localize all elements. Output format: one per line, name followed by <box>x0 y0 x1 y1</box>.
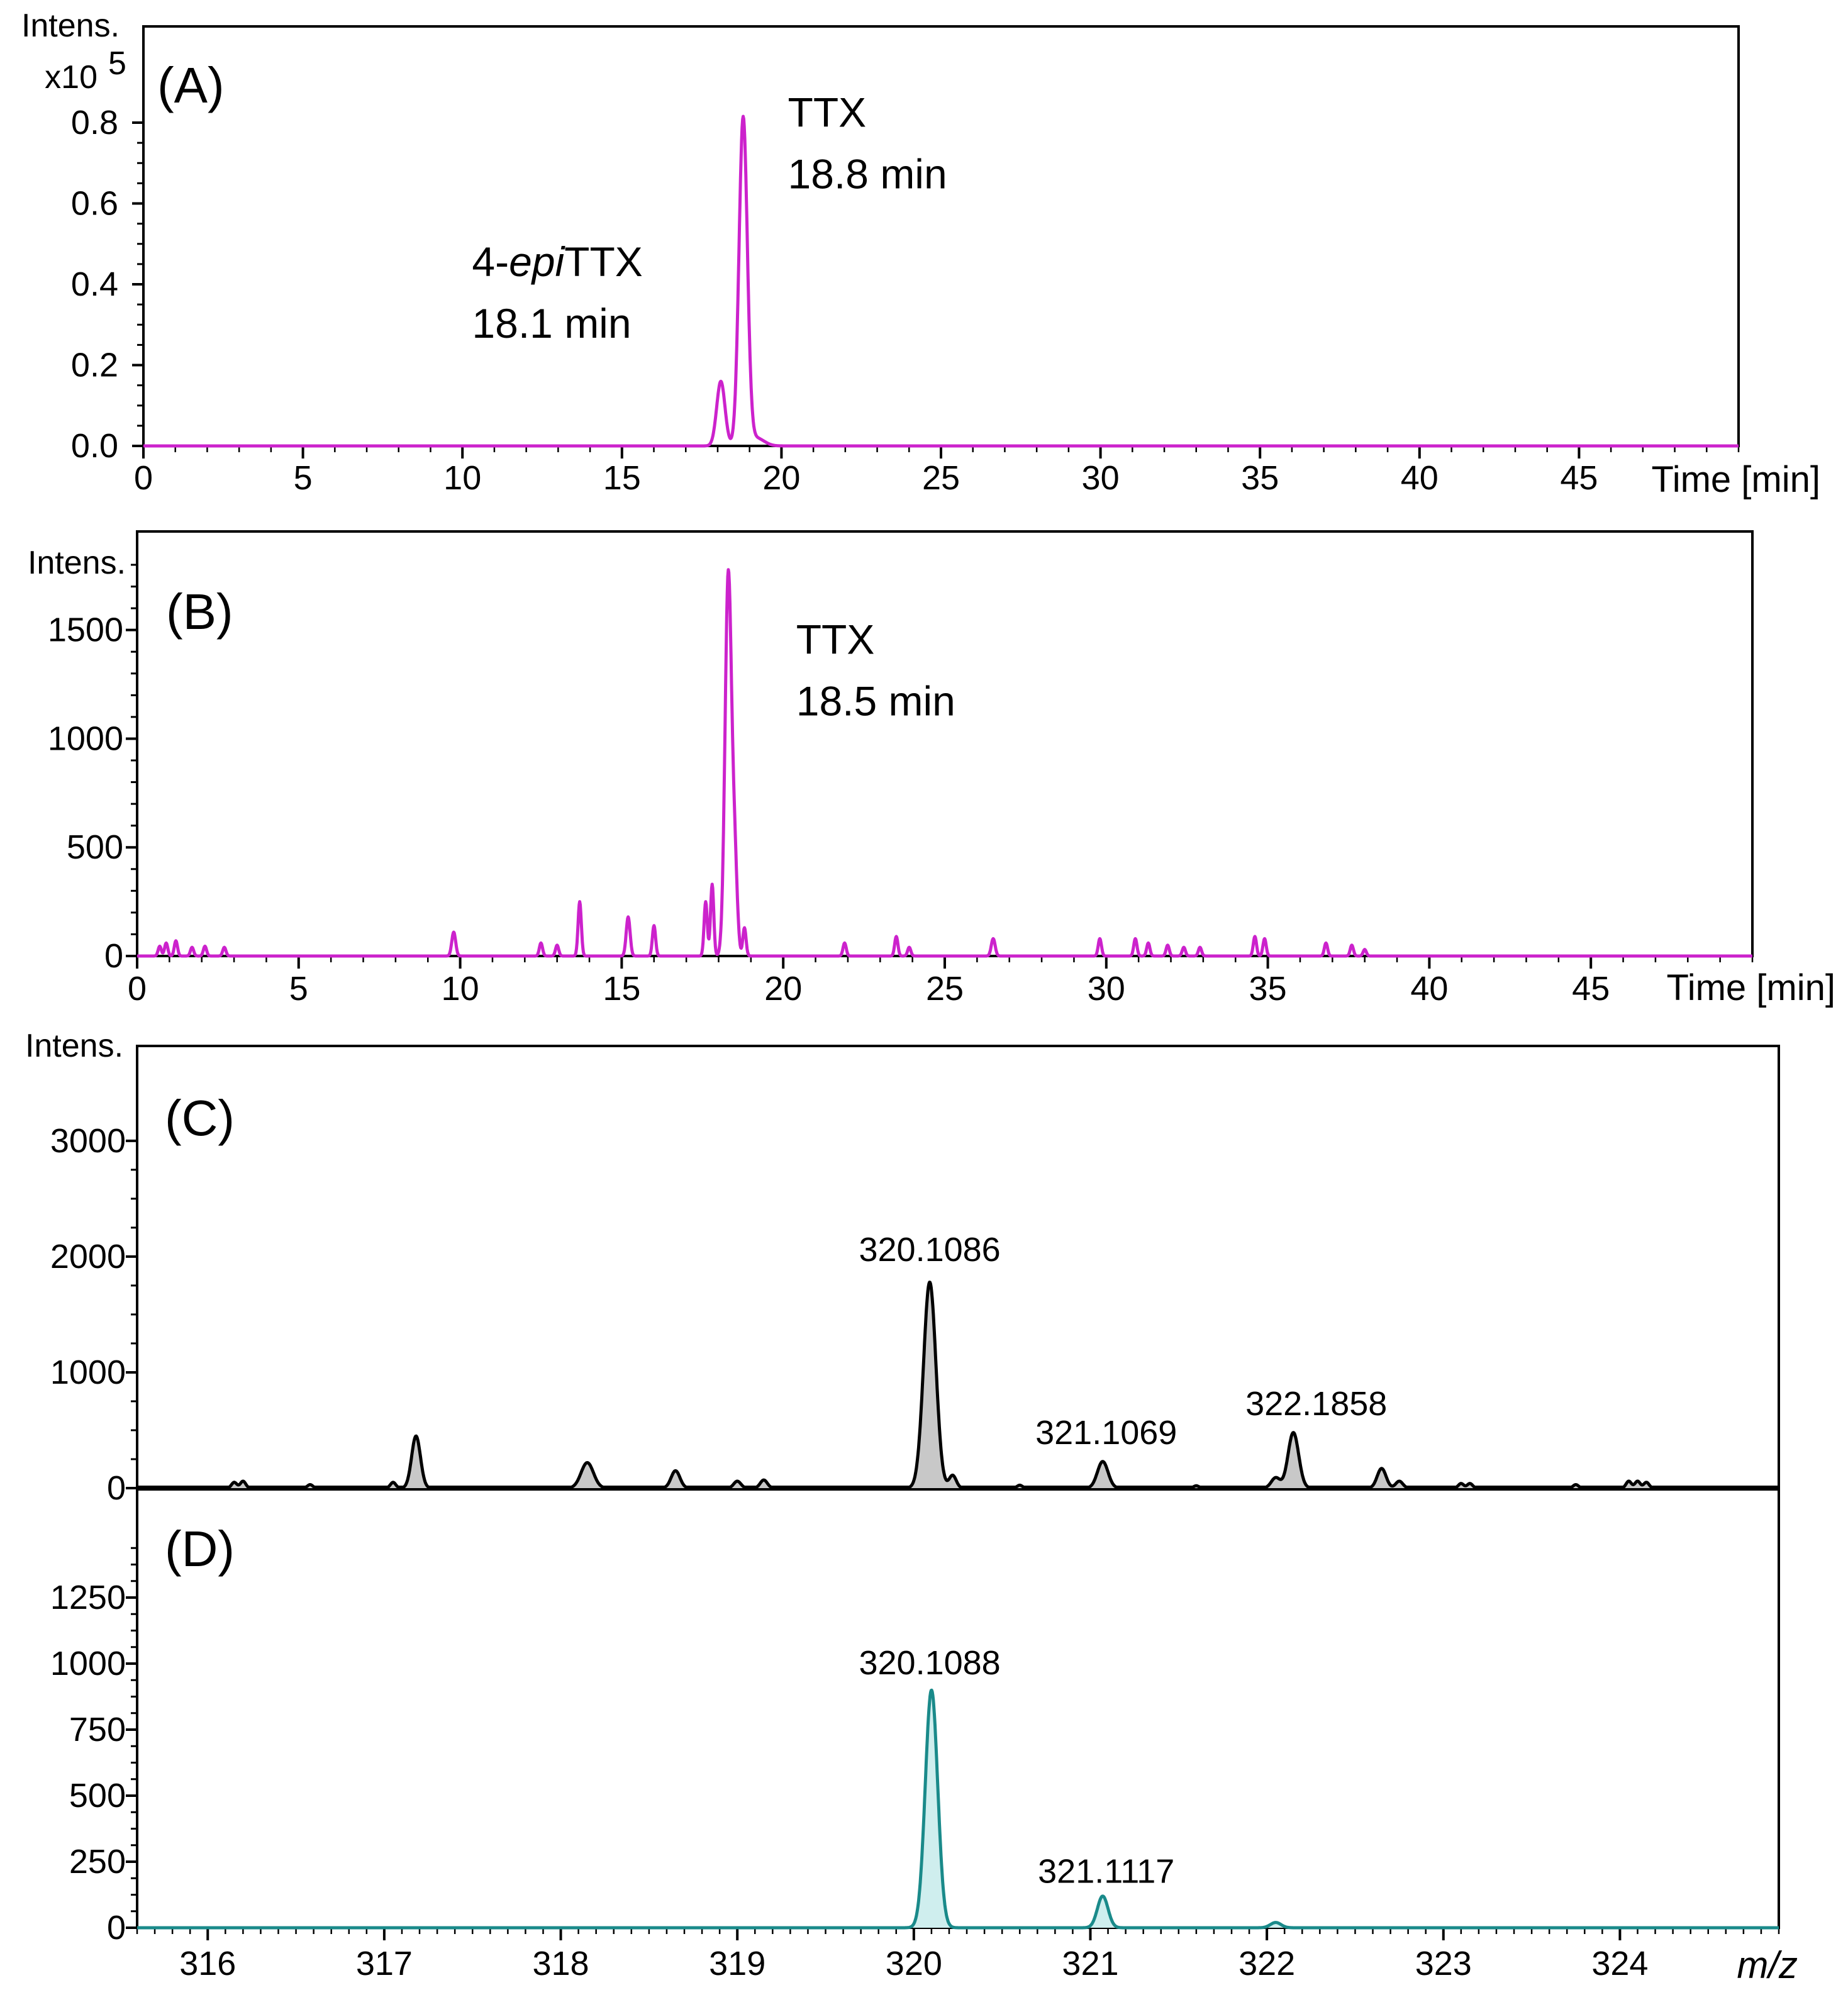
trace-line <box>136 568 1754 958</box>
panel-c-label: (C) <box>165 1090 235 1146</box>
y-tick-label: 0.8 <box>71 104 118 142</box>
y-tick-label: 500 <box>67 828 123 866</box>
panel-a-yscale: x10 <box>45 59 97 96</box>
annotation-label: 18.1 min <box>472 300 631 347</box>
trace-fill <box>137 1282 1779 1488</box>
x-tick-label: 30 <box>1082 459 1120 497</box>
x-tick-label: 40 <box>1410 970 1448 1008</box>
y-tick-label: 1500 <box>48 611 123 649</box>
y-tick-label: 1000 <box>50 1354 126 1391</box>
y-tick-label: 250 <box>69 1843 126 1881</box>
x-tick-label: 35 <box>1241 459 1279 497</box>
annotation-label: 320.1086 <box>859 1231 1000 1269</box>
panel-a-yscale-exponent: 5 <box>108 45 126 82</box>
y-tick-label: 750 <box>69 1711 126 1748</box>
panel-a-frame <box>142 25 1740 447</box>
panel-b-annotations: TTX 18.5 min <box>796 616 955 725</box>
annotation-label: 322.1858 <box>1245 1385 1387 1423</box>
x-tick-label: 10 <box>442 970 479 1008</box>
x-tick-label: 45 <box>1572 970 1610 1008</box>
x-tick-label: 15 <box>603 459 641 497</box>
panel-b-xlabel: Time [min] <box>1666 967 1835 1008</box>
panel-b-ylabel: Intens. <box>28 545 126 581</box>
y-tick-label: 2000 <box>50 1238 126 1276</box>
x-tick-label: 320 <box>886 1945 942 1982</box>
y-tick-label: 1000 <box>50 1645 126 1682</box>
panel-a: (A) Intens. x10 5 Time [min] 0.00.20.40.… <box>21 8 1820 500</box>
annotation-label: 321.1069 <box>1035 1414 1177 1452</box>
annotation-label: TTX <box>788 89 867 135</box>
x-tick-label: 20 <box>762 459 800 497</box>
panel-c-ylabel: Intens. <box>25 1028 123 1064</box>
x-tick-label: 10 <box>443 459 481 497</box>
annotation-label: 18.5 min <box>796 678 955 725</box>
y-tick-label: 0.4 <box>71 265 118 303</box>
trace-fill <box>137 1690 1779 1928</box>
y-tick-label: 3000 <box>50 1122 126 1160</box>
annotation-label: 320.1088 <box>859 1644 1000 1682</box>
y-tick-label: 0 <box>107 1469 126 1507</box>
x-tick-label: 25 <box>922 459 960 497</box>
x-tick-label: 316 <box>179 1945 236 1982</box>
panel-b-trace <box>136 568 1754 958</box>
x-tick-label: 40 <box>1401 459 1439 497</box>
y-tick-label: 500 <box>69 1777 126 1815</box>
x-tick-label: 317 <box>356 1945 413 1982</box>
x-tick-label: 45 <box>1560 459 1598 497</box>
trace-line <box>136 1281 1780 1490</box>
panel-b-label: (B) <box>166 584 233 640</box>
x-tick-label: 5 <box>289 970 308 1008</box>
x-tick-label: 319 <box>709 1945 765 1982</box>
panel-d-ticks: 0 250 500 750 1000 1250 316 317 318 319 320 321 322 3… <box>50 1547 1780 1982</box>
panel-b: (B) Intens. Time [min] 0 500 1000 1500 0 5 10 1… <box>28 530 1835 1008</box>
panel-a-label: (A) <box>157 57 225 113</box>
panel-c-annotations: 320.1086 321.1069 322.1858 <box>859 1231 1387 1452</box>
annotation-label: TTX <box>796 616 875 663</box>
panel-d-xlabel: m/z <box>1737 1944 1798 1986</box>
panel-a-annotations: 4-epiTTX 18.1 min TTX 18.8 min <box>472 89 947 347</box>
annotation-label: 321.1117 <box>1038 1853 1174 1891</box>
trace-line <box>142 114 1740 448</box>
annotation-label: 4-epiTTX <box>472 238 642 285</box>
x-tick-label: 15 <box>603 970 640 1008</box>
panel-a-trace <box>142 114 1740 448</box>
trace-line <box>136 1688 1780 1930</box>
panel-a-ticks: 0.0 0.2 0.4 0.6 0.8 0 5 10 15 20 25 30 35 40 45 <box>71 104 1740 497</box>
panel-d-trace <box>136 1688 1780 1930</box>
x-tick-label: 323 <box>1415 1945 1472 1982</box>
y-tick-label: 1000 <box>48 720 123 757</box>
annotation-label: 18.8 min <box>788 150 947 197</box>
x-tick-label: 35 <box>1249 970 1287 1008</box>
y-tick-label: 0 <box>104 937 123 975</box>
x-tick-label: 30 <box>1088 970 1125 1008</box>
panel-d-annotations: 320.1088 321.1117 <box>859 1644 1174 1891</box>
y-tick-label: 0.2 <box>71 347 118 384</box>
x-tick-label: 20 <box>764 970 802 1008</box>
x-tick-label: 322 <box>1238 1945 1295 1982</box>
y-tick-label: 0.6 <box>71 185 118 223</box>
y-tick-label: 1250 <box>50 1579 126 1616</box>
x-tick-label: 0 <box>128 970 147 1008</box>
x-tick-label: 321 <box>1062 1945 1118 1982</box>
x-tick-label: 5 <box>294 459 313 497</box>
panel-b-ticks: 0 500 1000 1500 0 5 10 15 20 25 30 35 40 45 <box>48 564 1754 1008</box>
panel-d-label: (D) <box>165 1521 235 1577</box>
panel-b-frame <box>136 530 1754 957</box>
panel-a-xlabel: Time [min] <box>1651 459 1820 500</box>
y-tick-label: 0 <box>107 1909 126 1947</box>
y-tick-label: 0.0 <box>71 427 118 465</box>
x-tick-label: 318 <box>532 1945 589 1982</box>
x-tick-label: 324 <box>1591 1945 1648 1982</box>
panel-c-trace <box>136 1281 1780 1490</box>
x-tick-label: 25 <box>926 970 964 1008</box>
panel-cd: (C) Intens. (D) m/z 0 1000 2000 3000 320.10… <box>25 1028 1798 1986</box>
panel-c-ticks: 0 1000 2000 3000 <box>50 1122 137 1507</box>
x-tick-label: 0 <box>134 459 153 497</box>
panel-a-ylabel: Intens. <box>21 8 120 44</box>
